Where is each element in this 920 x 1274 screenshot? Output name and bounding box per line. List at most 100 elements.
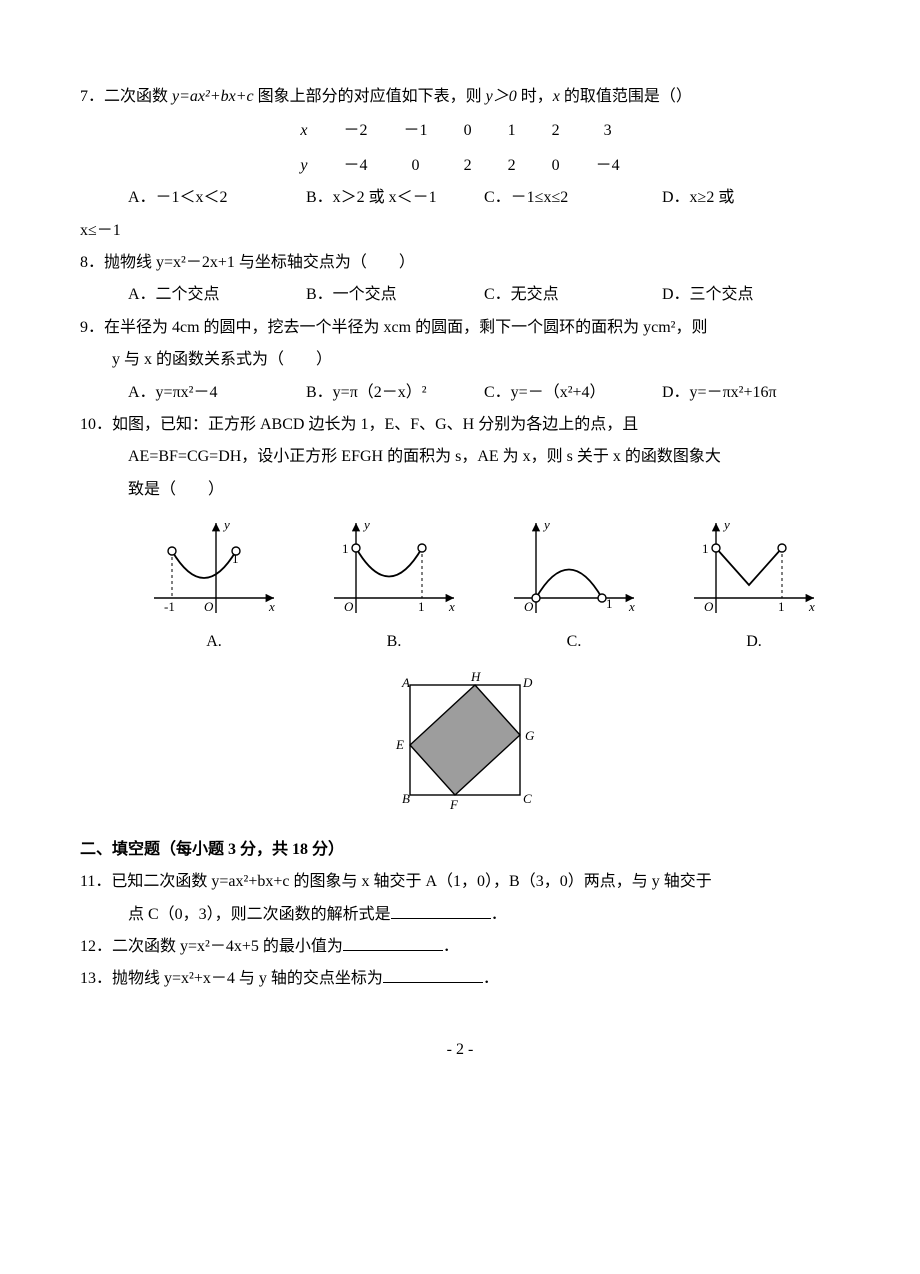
- q8-opt-d: D．三个交点: [662, 280, 840, 310]
- q10-graph-a: x y O -1 1: [128, 513, 300, 623]
- q7-stem-a: 7．二次函数: [80, 88, 172, 105]
- q10-stem-c: 致是（ ）: [80, 475, 840, 505]
- svg-text:1: 1: [778, 599, 785, 614]
- q7-opt-c: C．－1≤x≤2: [484, 183, 662, 213]
- th-x: x: [282, 114, 325, 148]
- label-C: C: [523, 791, 532, 806]
- q9-opt-d: D．y=－πx²+16π: [662, 378, 840, 408]
- svg-text:O: O: [704, 599, 714, 614]
- q11-stem-c: ．: [491, 906, 507, 923]
- td: 1: [490, 114, 534, 148]
- q7-stem-b: 图象上部分的对应值如下表，则: [254, 88, 486, 105]
- table-row: y －4 0 2 2 0 －4: [282, 149, 637, 183]
- svg-text:-1: -1: [164, 599, 175, 614]
- q9-opt-a: A．y=πx²－4: [128, 378, 306, 408]
- q11-blank: [391, 902, 491, 919]
- q11-stem-a: 11．已知二次函数 y=ax²+bx+c 的图象与 x 轴交于 A（1，0），B…: [80, 867, 840, 897]
- svg-text:x: x: [808, 599, 815, 614]
- label-G: G: [525, 728, 535, 743]
- q8-opt-c: C．无交点: [484, 280, 662, 310]
- svg-text:y: y: [542, 517, 550, 532]
- label-E: E: [395, 737, 404, 752]
- label-F: F: [449, 797, 459, 812]
- svg-text:x: x: [448, 599, 455, 614]
- q12-stem-a: 12．二次函数 y=x²－4x+5 的最小值为: [80, 938, 343, 955]
- table-row: x －2 －1 0 1 2 3: [282, 114, 637, 148]
- svg-text:O: O: [344, 599, 354, 614]
- td: 0: [446, 114, 490, 148]
- q7-options: A．－1＜x＜2 B．x＞2 或 x＜－1 C．－1≤x≤2 D．x≥2 或: [80, 183, 840, 213]
- section-2-title: 二、填空题（每小题 3 分，共 18 分）: [80, 835, 840, 865]
- q10-labels: A. B. C. D.: [80, 627, 840, 657]
- q10-stem-b: AE=BF=CG=DH，设小正方形 EFGH 的面积为 s，AE 为 x，则 s…: [80, 442, 840, 472]
- label-B: B: [402, 791, 410, 806]
- q9-stem-a: 9．在半径为 4cm 的圆中，挖去一个半径为 xcm 的圆面，剩下一个圆环的面积…: [80, 313, 840, 343]
- q8-opt-b: B．一个交点: [306, 280, 484, 310]
- q10-label-b: B.: [308, 627, 480, 657]
- q13-stem-a: 13．抛物线 y=x²+x－4 与 y 轴的交点坐标为: [80, 970, 383, 987]
- th-y: y: [282, 149, 325, 183]
- label-D: D: [522, 675, 533, 690]
- q9-stem-b: y 与 x 的函数关系式为（ ）: [80, 345, 840, 375]
- q7-cond: y＞0: [486, 88, 517, 105]
- q12-blank: [343, 934, 443, 951]
- q7-x: x: [553, 88, 560, 105]
- q10-label-d: D.: [668, 627, 840, 657]
- q10-graphs: x y O -1 1 x y O 1 1: [80, 513, 840, 623]
- svg-text:x: x: [628, 599, 635, 614]
- q7-opt-a: A．－1＜x＜2: [128, 183, 306, 213]
- q7-trailing: x≤－1: [80, 216, 840, 246]
- q9-opt-c: C．y=－（x²+4）: [484, 378, 662, 408]
- q8-stem: 8．抛物线 y=x²－2x+1 与坐标轴交点为（ ）: [80, 248, 840, 278]
- td: －4: [326, 149, 386, 183]
- svg-text:1: 1: [606, 596, 613, 611]
- svg-text:1: 1: [232, 551, 239, 566]
- svg-text:y: y: [362, 517, 370, 532]
- q7-stem-d: 时，: [517, 88, 553, 105]
- q10-stem-a: 10．如图，已知：正方形 ABCD 边长为 1，E、F、G、H 分别为各边上的点…: [80, 410, 840, 440]
- q7-table: x －2 －1 0 1 2 3 y －4 0 2 2 0 －4: [282, 114, 637, 183]
- label-H: H: [470, 669, 481, 684]
- q7-opt-b: B．x＞2 或 x＜－1: [306, 183, 484, 213]
- svg-text:O: O: [204, 599, 214, 614]
- q10-graph-c: x y O 1: [488, 513, 660, 623]
- td: 0: [386, 149, 446, 183]
- svg-text:x: x: [268, 599, 275, 614]
- svg-text:y: y: [222, 517, 230, 532]
- td: 3: [578, 114, 638, 148]
- q10-label-a: A.: [128, 627, 300, 657]
- q12-stem: 12．二次函数 y=x²－4x+5 的最小值为 ．: [80, 932, 840, 962]
- q11-stem-b-text: 点 C（0，3），则二次函数的解析式是: [128, 906, 391, 923]
- svg-text:1: 1: [702, 541, 709, 556]
- label-A: A: [401, 675, 410, 690]
- q7-stem-f: 的取值范围是（）: [560, 88, 692, 105]
- q8-opt-a: A．二个交点: [128, 280, 306, 310]
- td: －1: [386, 114, 446, 148]
- q13-stem: 13．抛物线 y=x²+x－4 与 y 轴的交点坐标为 ．: [80, 964, 840, 994]
- q12-stem-b: ．: [443, 938, 459, 955]
- q9-opt-b: B．y=π（2－x）²: [306, 378, 484, 408]
- svg-text:O: O: [524, 599, 534, 614]
- q8-options: A．二个交点 B．一个交点 C．无交点 D．三个交点: [80, 280, 840, 310]
- q13-blank: [383, 966, 483, 983]
- q10-square-diagram: A D B C H E F G: [80, 665, 840, 826]
- q11-stem-b: 点 C（0，3），则二次函数的解析式是 ．: [80, 900, 840, 930]
- q10-graph-d: x y O 1 1: [668, 513, 840, 623]
- svg-text:1: 1: [342, 541, 349, 556]
- q13-stem-b: ．: [483, 970, 499, 987]
- td: 0: [534, 149, 578, 183]
- svg-text:1: 1: [418, 599, 425, 614]
- td: －4: [578, 149, 638, 183]
- td: 2: [534, 114, 578, 148]
- q7-stem: 7．二次函数 y=ax²+bx+c 图象上部分的对应值如下表，则 y＞0 时，x…: [80, 82, 840, 112]
- q7-opt-d: D．x≥2 或: [662, 183, 840, 213]
- q7-formula: y=ax²+bx+c: [172, 88, 254, 105]
- td: －2: [326, 114, 386, 148]
- page-number: - 2 -: [80, 1035, 840, 1065]
- td: 2: [490, 149, 534, 183]
- q9-options: A．y=πx²－4 B．y=π（2－x）² C．y=－（x²+4） D．y=－π…: [80, 378, 840, 408]
- svg-text:y: y: [722, 517, 730, 532]
- q10-label-c: C.: [488, 627, 660, 657]
- td: 2: [446, 149, 490, 183]
- q10-graph-b: x y O 1 1: [308, 513, 480, 623]
